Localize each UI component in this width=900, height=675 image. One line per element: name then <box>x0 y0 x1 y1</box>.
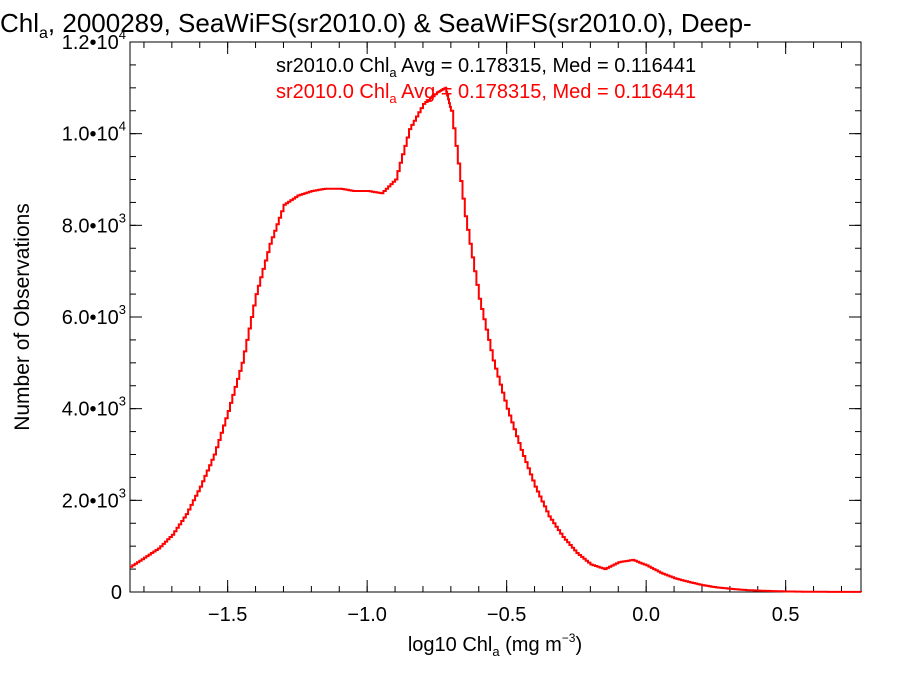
x-axis: −1.5 −1.0 −0.5 0.0 0.5 <box>143 42 842 626</box>
x-tick-label: 0.0 <box>632 604 660 626</box>
plot-frame <box>129 41 862 593</box>
y-tick-label: 8.0•103 <box>62 210 126 237</box>
annotation-text: sr2010.0 Chla Avg = 0.178315, Med = 0.11… <box>276 81 696 106</box>
annotation-text: sr2010.0 Chla Avg = 0.178315, Med = 0.11… <box>276 55 696 80</box>
series-layer <box>130 86 862 593</box>
x-tick-label: 0.5 <box>772 604 800 626</box>
y-tick-label: 1.0•104 <box>62 119 126 146</box>
chart-title: Chla, 2000289, SeaWiFS(sr2010.0) & SeaWi… <box>0 8 752 42</box>
x-tick-label: −1.0 <box>347 604 386 626</box>
y-tick-label: 4.0•103 <box>62 394 126 421</box>
x-tick-label: −0.5 <box>487 604 526 626</box>
y-axis: 0 2.0•103 4.0•103 6.0•103 8.0•103 1.0•104 1.2•… <box>62 27 861 604</box>
annotations: sr2010.0 Chla Avg = 0.178315, Med = 0.11… <box>276 55 696 106</box>
x-axis-label: log10 Chla (mg m−3) <box>408 631 582 659</box>
y-tick-label: 0 <box>111 582 122 604</box>
y-tick-label: 2.0•103 <box>62 485 126 512</box>
y-tick-label: 1.2•104 <box>62 27 126 54</box>
x-tick-label: −1.5 <box>208 604 247 626</box>
y-axis-label: Number of Observations <box>11 203 34 431</box>
y-tick-label: 6.0•103 <box>62 302 126 329</box>
series-line <box>130 86 862 593</box>
